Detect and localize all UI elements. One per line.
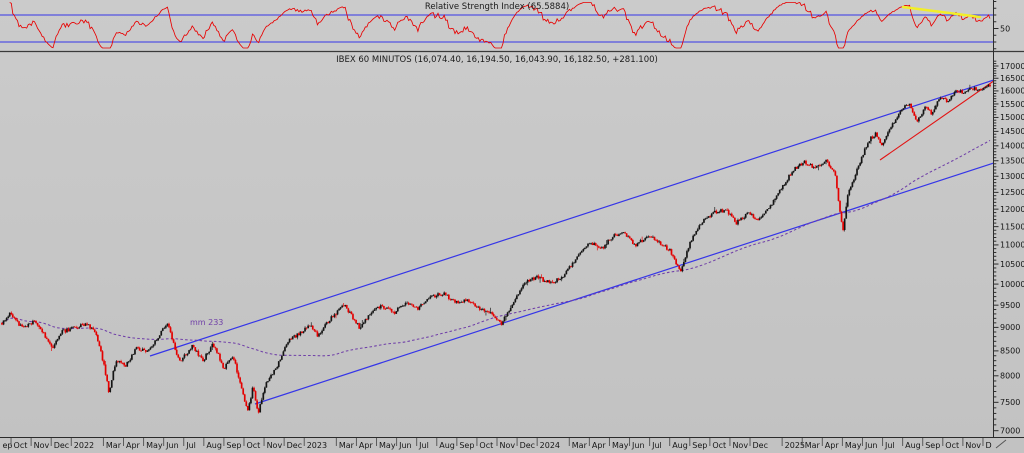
x-axis[interactable]: ep Oct Nov Dec 2022 Mar Apr May Jun Jul Aug Sep Oct N… [0, 437, 1024, 451]
rsi-axis-label-50: 50 [1000, 25, 1010, 34]
y-axis-tick-label: 9500 [1000, 301, 1020, 310]
x-axis-month-label: Jul [651, 441, 662, 450]
x-axis-month-label: Apr [592, 441, 607, 450]
y-axis-tick-label: 7500 [1000, 398, 1020, 407]
y-axis-tick-label: 11500 [1000, 222, 1024, 231]
x-axis-month-label: Dec [287, 441, 302, 450]
x-axis-month-label: Sep [925, 441, 940, 450]
candles-down-bodies [1, 84, 991, 413]
x-axis-month-label: 2025 [785, 441, 805, 450]
x-axis-month-label: Mar [106, 441, 122, 450]
y-axis-tick-label: 10000 [1000, 280, 1024, 289]
x-axis-month-label: Nov [267, 441, 283, 450]
x-axis-month-label: Jul [418, 441, 429, 450]
y-axis-tick-label: 16500 [1000, 74, 1024, 83]
channel-upper-line[interactable] [149, 74, 1012, 357]
y-axis-tick-label: 12500 [1000, 188, 1024, 197]
x-axis-month-label: Oct [712, 441, 726, 450]
x-axis-month-label: Aug [439, 441, 455, 450]
x-axis-month-label: Nov [34, 441, 50, 450]
y-axis-tick-label: 13500 [1000, 157, 1024, 166]
y-axis-tick-label: 13000 [1000, 172, 1024, 181]
y-axis-tick-label: 17000 [1000, 62, 1024, 71]
y-axis-tick-label: 8500 [1000, 347, 1020, 356]
y-axis-tick-label: 7000 [1000, 426, 1020, 435]
x-axis-month-label: Aug [206, 441, 222, 450]
rsi-yellow-trendline[interactable] [901, 5, 982, 19]
x-axis-month-label: Nov [732, 441, 748, 450]
x-axis-month-label: ep [3, 441, 13, 450]
x-axis-month-label: Nov [500, 441, 516, 450]
x-axis-month-label: Jun [398, 441, 412, 450]
x-axis-month-label: Mar [339, 441, 355, 450]
x-axis-month-label: Apr [126, 441, 141, 450]
x-axis-month-label: Aug [905, 441, 921, 450]
rsi-panel-title: Relative Strength Index (65.5884) [425, 2, 569, 12]
x-axis-month-label: Oct [945, 441, 959, 450]
candles-up-bodies [2, 84, 990, 413]
rsi-line [9, 2, 991, 49]
x-axis-year-label: 2023 [307, 441, 327, 450]
x-axis-month-label: Oct [479, 441, 493, 450]
x-axis-month-label: Jul [185, 441, 196, 450]
x-axis-month-label: Aug [672, 441, 688, 450]
y-axis-tick-label: 15000 [1000, 113, 1024, 122]
y-axis-tick-label: 12000 [1000, 205, 1024, 214]
x-axis-month-label: Dec [520, 441, 535, 450]
x-axis-month-label: Sep [459, 441, 474, 450]
x-axis-year-label: Dec [753, 441, 768, 450]
x-axis-month-label: Jun [631, 441, 645, 450]
x-axis-month-label: Sep [692, 441, 707, 450]
x-axis-month-label: Oct [246, 441, 260, 450]
y-axis-tick-label: 9000 [1000, 323, 1020, 332]
y-axis-tick-label: 11000 [1000, 241, 1024, 250]
x-axis-year-label: 2024 [540, 441, 560, 450]
x-axis-month-label: Apr [825, 441, 840, 450]
x-axis-year-label: 2022 [74, 441, 94, 450]
y-axis-tick-label: 10500 [1000, 260, 1024, 269]
x-axis-month-label: Dec [54, 441, 69, 450]
y-axis-tick-label: 16000 [1000, 87, 1024, 96]
x-axis-month-label: Jun [864, 441, 878, 450]
x-axis-month-label: Jun [165, 441, 179, 450]
x-axis-month-label: Jul [884, 441, 895, 450]
x-axis-month-label: Nov [965, 441, 981, 450]
y-axis-tick-label: 14000 [1000, 142, 1024, 151]
x-axis-month-label: May [379, 441, 396, 450]
ma-label: mm 233 [190, 318, 223, 327]
y-axis[interactable]: 7000 7500 8000 8500 9000 9500 10000 10500 11000 1… [993, 0, 1024, 437]
x-axis-month-label: Apr [359, 441, 374, 450]
main-panel-title: IBEX 60 MINUTOS (16,074.40, 16,194.50, 1… [336, 55, 658, 65]
x-axis-month-label: Mar [572, 441, 588, 450]
x-axis-month-label: May [146, 441, 163, 450]
red-trendline[interactable] [879, 78, 998, 161]
rsi-plot[interactable] [0, 2, 993, 49]
y-axis-tick-label: 14500 [1000, 127, 1024, 136]
x-axis-month-label: Sep [226, 441, 241, 450]
price-plot[interactable] [1, 74, 1012, 414]
x-axis-month-label: Oct [14, 441, 28, 450]
y-axis-tick-label: 15500 [1000, 100, 1024, 109]
x-axis-month-label: May [612, 441, 629, 450]
y-axis-tick-label: 8000 [1000, 372, 1020, 381]
x-axis-month-label: May [845, 441, 862, 450]
x-axis-month-label: D [985, 441, 991, 450]
x-axis-month-label: Mar [805, 441, 821, 450]
